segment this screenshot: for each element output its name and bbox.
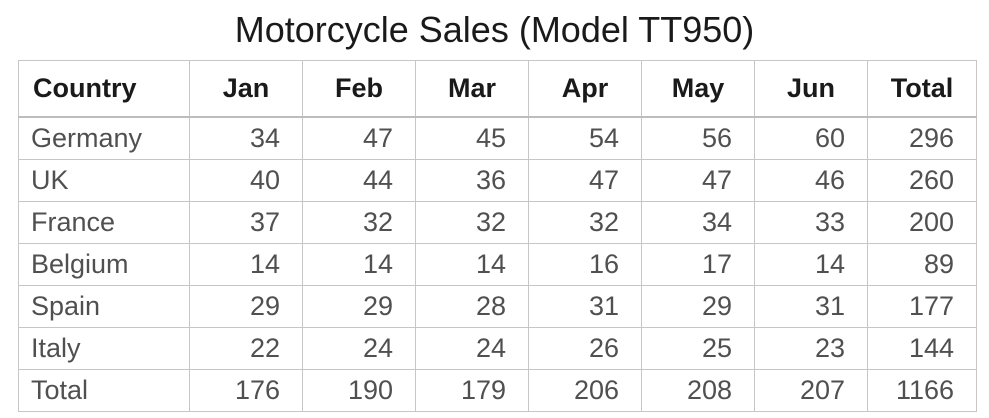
table-body: Germany 34 47 45 54 56 60 296 UK 40 44 36 47 47 46 260 F… xyxy=(18,116,977,412)
value-cell: 36 xyxy=(415,159,529,202)
value-cell: 47 xyxy=(528,159,642,202)
value-cell: 34 xyxy=(641,201,755,244)
value-cell: 31 xyxy=(528,285,642,328)
value-cell: 37 xyxy=(189,201,303,244)
value-cell: 32 xyxy=(528,201,642,244)
column-header-may: May xyxy=(641,60,755,118)
table-row: France 37 32 32 32 34 33 200 xyxy=(18,201,977,244)
value-cell: 14 xyxy=(754,243,868,286)
value-cell: 22 xyxy=(189,327,303,370)
value-cell: 46 xyxy=(754,159,868,202)
table-row: Spain 29 29 28 31 29 31 177 xyxy=(18,285,977,328)
row-total-cell: 177 xyxy=(867,285,977,328)
country-cell: France xyxy=(18,201,190,244)
value-cell: 47 xyxy=(641,159,755,202)
row-total-cell: 144 xyxy=(867,327,977,370)
row-total-cell: 89 xyxy=(867,243,977,286)
value-cell: 190 xyxy=(302,369,416,412)
value-cell: 32 xyxy=(415,201,529,244)
value-cell: 34 xyxy=(189,116,303,160)
column-header-mar: Mar xyxy=(415,60,529,118)
value-cell: 14 xyxy=(189,243,303,286)
country-cell: Spain xyxy=(18,285,190,328)
sales-table: Country Jan Feb Mar Apr May Jun Total Ge… xyxy=(18,60,977,412)
table-row: Belgium 14 14 14 16 17 14 89 xyxy=(18,243,977,286)
totals-row: Total 176 190 179 206 208 207 1166 xyxy=(18,369,977,412)
value-cell: 208 xyxy=(641,369,755,412)
header-row: Country Jan Feb Mar Apr May Jun Total xyxy=(18,60,977,118)
value-cell: 16 xyxy=(528,243,642,286)
table-row: Italy 22 24 24 26 25 23 144 xyxy=(18,327,977,370)
country-cell: Belgium xyxy=(18,243,190,286)
row-total-cell: 200 xyxy=(867,201,977,244)
value-cell: 24 xyxy=(415,327,529,370)
value-cell: 29 xyxy=(189,285,303,328)
value-cell: 31 xyxy=(754,285,868,328)
value-cell: 176 xyxy=(189,369,303,412)
value-cell: 44 xyxy=(302,159,416,202)
column-header-jan: Jan xyxy=(189,60,303,118)
value-cell: 29 xyxy=(302,285,416,328)
value-cell: 45 xyxy=(415,116,529,160)
value-cell: 54 xyxy=(528,116,642,160)
value-cell: 25 xyxy=(641,327,755,370)
value-cell: 29 xyxy=(641,285,755,328)
country-cell: Germany xyxy=(18,116,190,160)
column-header-total: Total xyxy=(867,60,977,118)
value-cell: 32 xyxy=(302,201,416,244)
value-cell: 206 xyxy=(528,369,642,412)
row-total-cell: 1166 xyxy=(867,369,977,412)
value-cell: 47 xyxy=(302,116,416,160)
value-cell: 24 xyxy=(302,327,416,370)
value-cell: 207 xyxy=(754,369,868,412)
value-cell: 23 xyxy=(754,327,868,370)
value-cell: 179 xyxy=(415,369,529,412)
table-title: Motorcycle Sales (Model TT950) xyxy=(234,9,755,50)
country-cell: Total xyxy=(18,369,190,412)
value-cell: 14 xyxy=(302,243,416,286)
value-cell: 26 xyxy=(528,327,642,370)
country-cell: UK xyxy=(18,159,190,202)
table-row: UK 40 44 36 47 47 46 260 xyxy=(18,159,977,202)
value-cell: 40 xyxy=(189,159,303,202)
column-header-feb: Feb xyxy=(302,60,416,118)
value-cell: 33 xyxy=(754,201,868,244)
column-header-apr: Apr xyxy=(528,60,642,118)
value-cell: 56 xyxy=(641,116,755,160)
value-cell: 28 xyxy=(415,285,529,328)
row-total-cell: 260 xyxy=(867,159,977,202)
row-total-cell: 296 xyxy=(867,116,977,160)
column-header-country: Country xyxy=(18,60,190,118)
column-header-jun: Jun xyxy=(754,60,868,118)
value-cell: 14 xyxy=(415,243,529,286)
country-cell: Italy xyxy=(18,327,190,370)
table-row: Germany 34 47 45 54 56 60 296 xyxy=(18,116,977,160)
value-cell: 17 xyxy=(641,243,755,286)
value-cell: 60 xyxy=(754,116,868,160)
